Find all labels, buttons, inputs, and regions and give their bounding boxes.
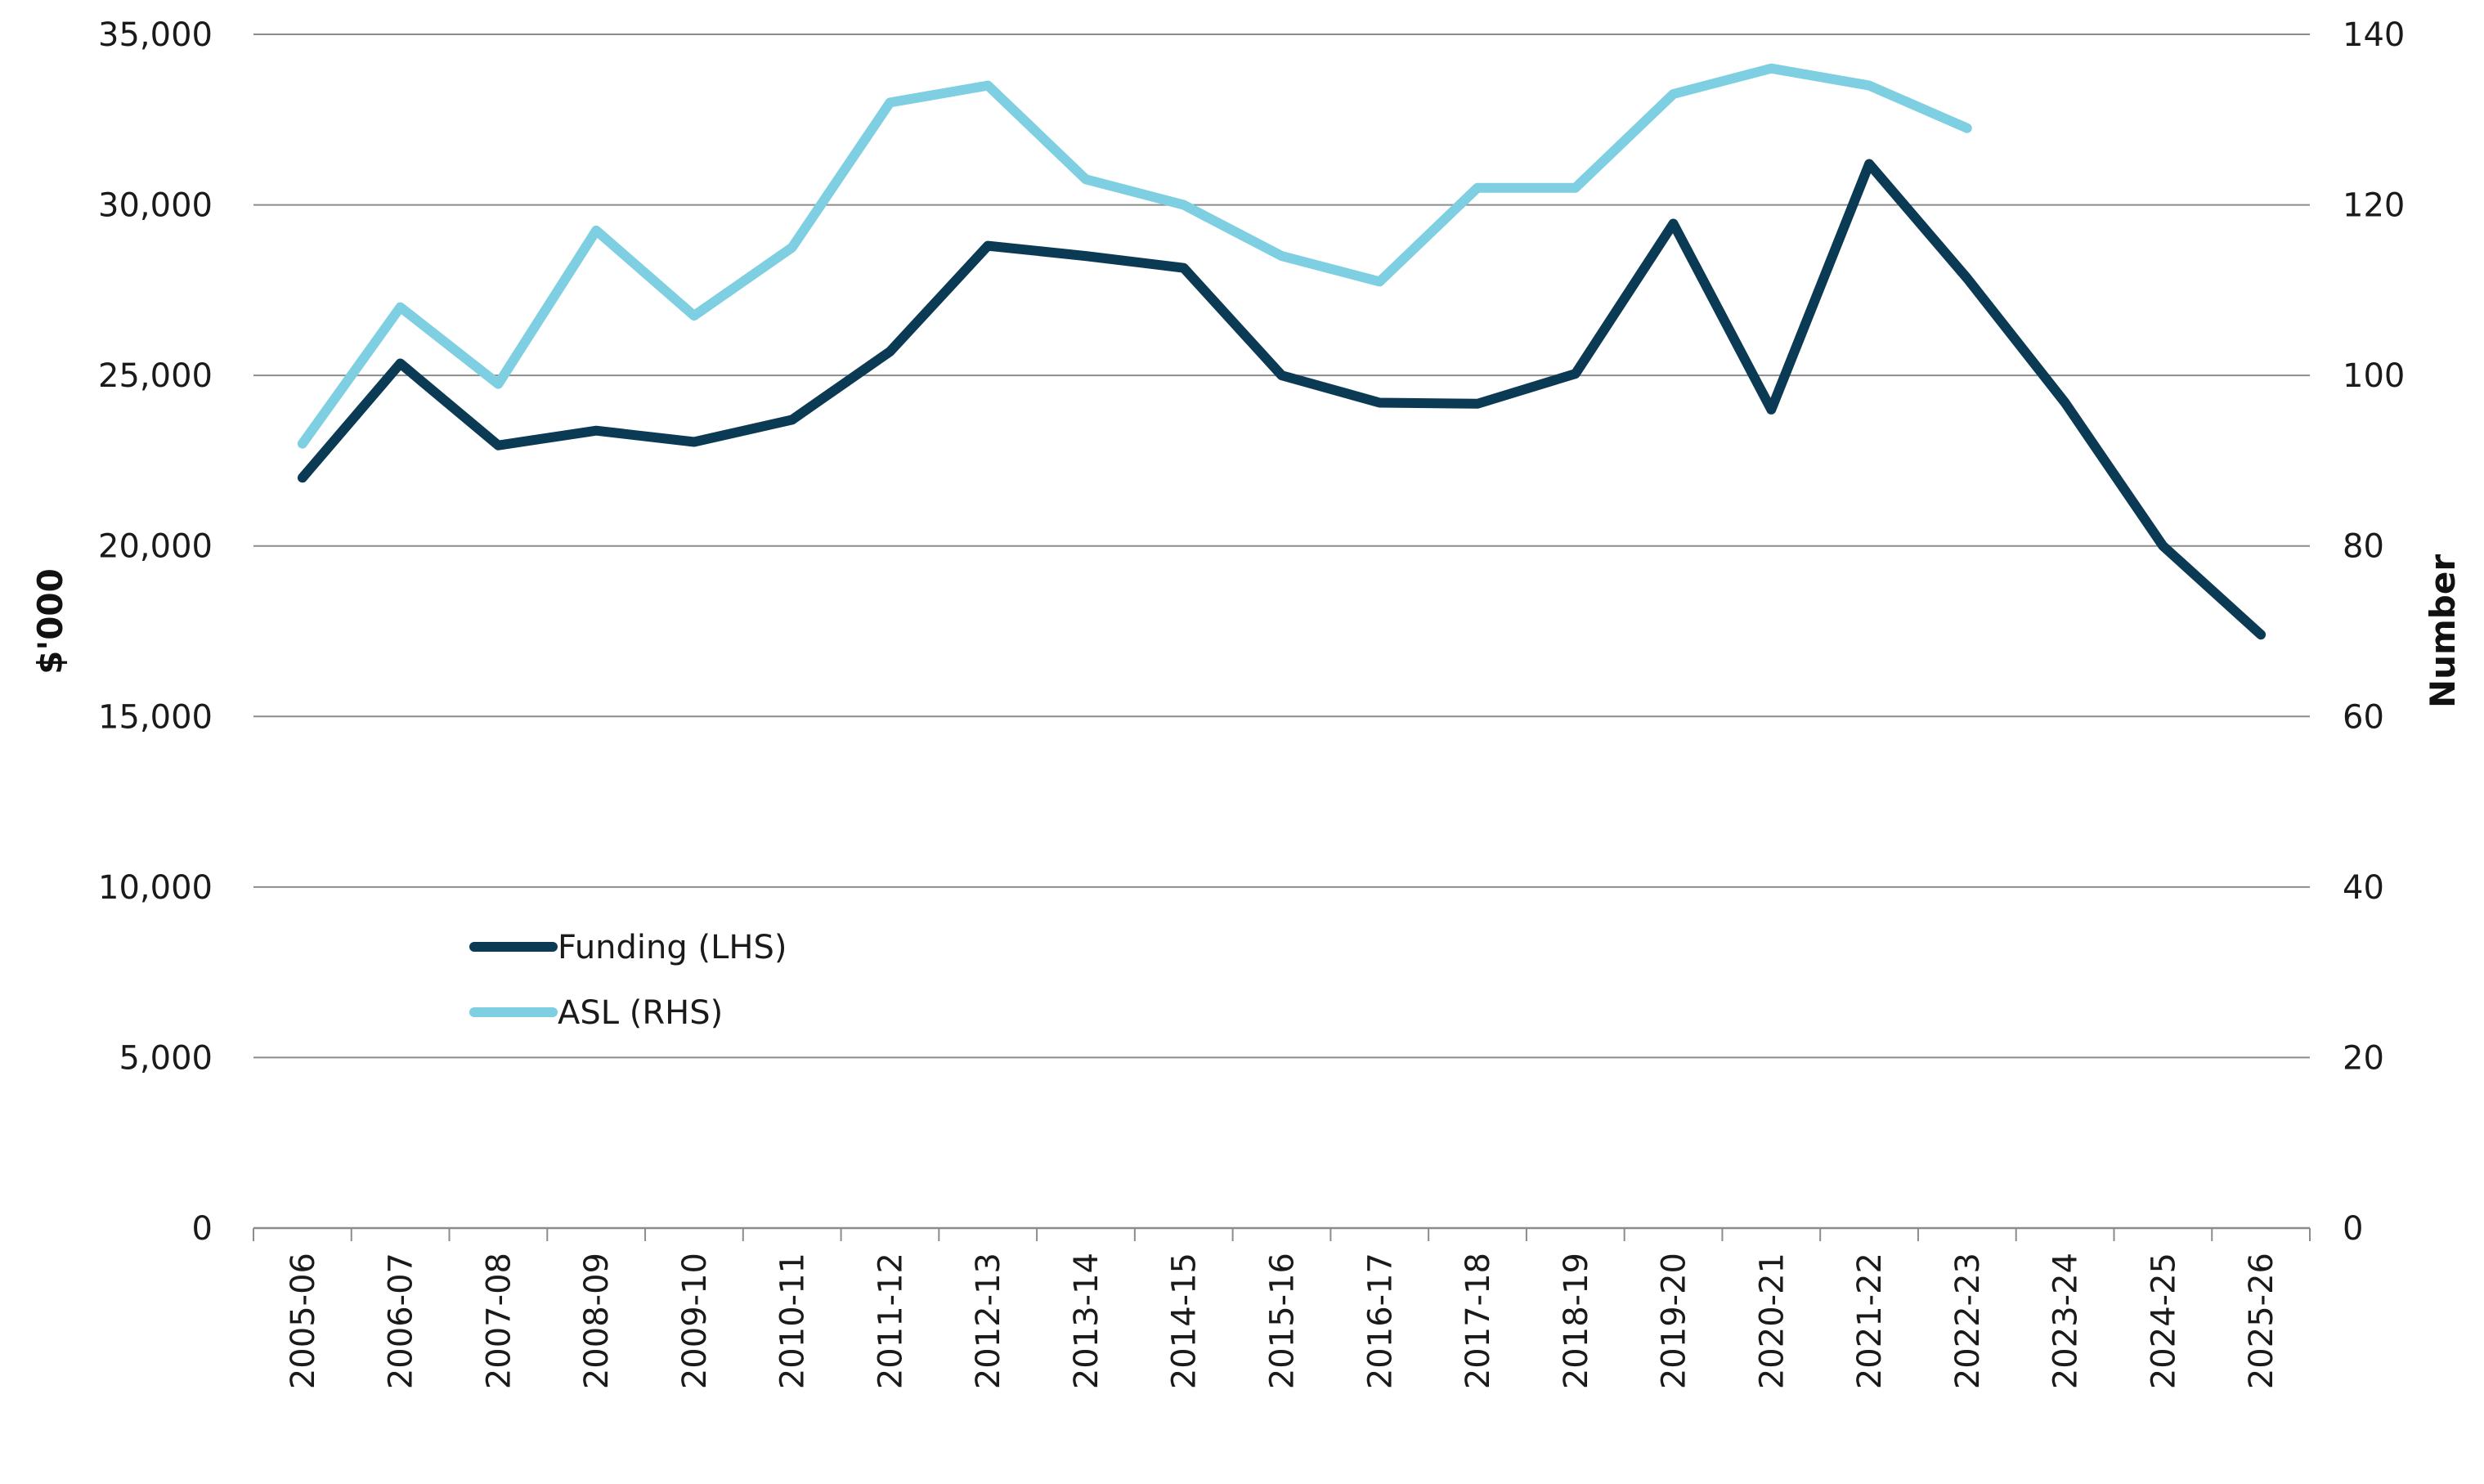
y-tick-label-right: 120 [2343, 187, 2405, 225]
y-tick-label-right: 140 [2343, 16, 2405, 54]
gridlines [253, 34, 2310, 1230]
x-tick-label: 2014-15 [1166, 1253, 1204, 1389]
x-tick-label: 2020-21 [1753, 1253, 1791, 1389]
legend: Funding (LHS) ASL (RHS) [469, 929, 787, 1032]
x-tick-label: 2016-17 [1361, 1253, 1399, 1389]
x-tick-label: 2009-10 [676, 1253, 714, 1389]
x-tick-label: 2019-20 [1656, 1253, 1693, 1389]
x-tick-label: 2015-16 [1264, 1253, 1302, 1389]
x-tick-label: 2005-06 [285, 1253, 322, 1389]
y-axis-left-title: $'000 [30, 568, 70, 675]
y-tick-label-left: 15,000 [98, 698, 213, 736]
y-tick-label-left: 5,000 [119, 1039, 213, 1077]
x-tick-label: 2007-08 [480, 1253, 518, 1389]
x-tick-label: 2025-26 [2243, 1253, 2280, 1389]
y-tick-label-right: 0 [2343, 1210, 2363, 1248]
x-tick-label: 2013-14 [1068, 1253, 1105, 1389]
y-tick-label-left: 35,000 [98, 16, 213, 54]
y-axis-right-title: Number [2423, 554, 2463, 708]
y-tick-label-right: 60 [2343, 698, 2384, 736]
y-tick-label-right: 40 [2343, 869, 2384, 907]
y-tick-label-right: 20 [2343, 1039, 2384, 1077]
x-tick-label: 2008-09 [578, 1253, 616, 1389]
x-tick-label: 2017-18 [1459, 1253, 1497, 1389]
legend-label-asl: ASL (RHS) [558, 994, 723, 1032]
x-tick-label: 2022-23 [1949, 1253, 1987, 1389]
x-tick-label: 2010-11 [774, 1253, 812, 1389]
y-tick-label-left: 20,000 [98, 528, 213, 566]
y-tick-label-left: 10,000 [98, 869, 213, 907]
series-lines [297, 63, 2267, 640]
series-line-asl [297, 63, 1972, 449]
y-tick-label-right: 80 [2343, 528, 2384, 566]
y-tick-label-left: 30,000 [98, 187, 213, 225]
x-tick-label: 2011-12 [872, 1253, 909, 1389]
x-tick-label: 2021-22 [1851, 1253, 1889, 1389]
x-tick-label: 2023-24 [2047, 1253, 2085, 1389]
y-tick-label-left: 25,000 [98, 357, 213, 395]
x-tick-label: 2018-19 [1558, 1253, 1595, 1389]
x-tick-label: 2012-13 [970, 1253, 1007, 1389]
y-tick-label-right: 100 [2343, 357, 2405, 395]
legend-label-funding: Funding (LHS) [558, 929, 787, 966]
series-line-funding [297, 159, 2267, 640]
x-tick-label: 2006-07 [383, 1253, 420, 1389]
y-tick-label-left: 0 [192, 1210, 213, 1248]
axes: 0 0 5,000 20 10,000 40 15,000 60 20,000 80 25,000 1… [98, 16, 2405, 1389]
x-tick-label: 2024-25 [2145, 1253, 2182, 1389]
